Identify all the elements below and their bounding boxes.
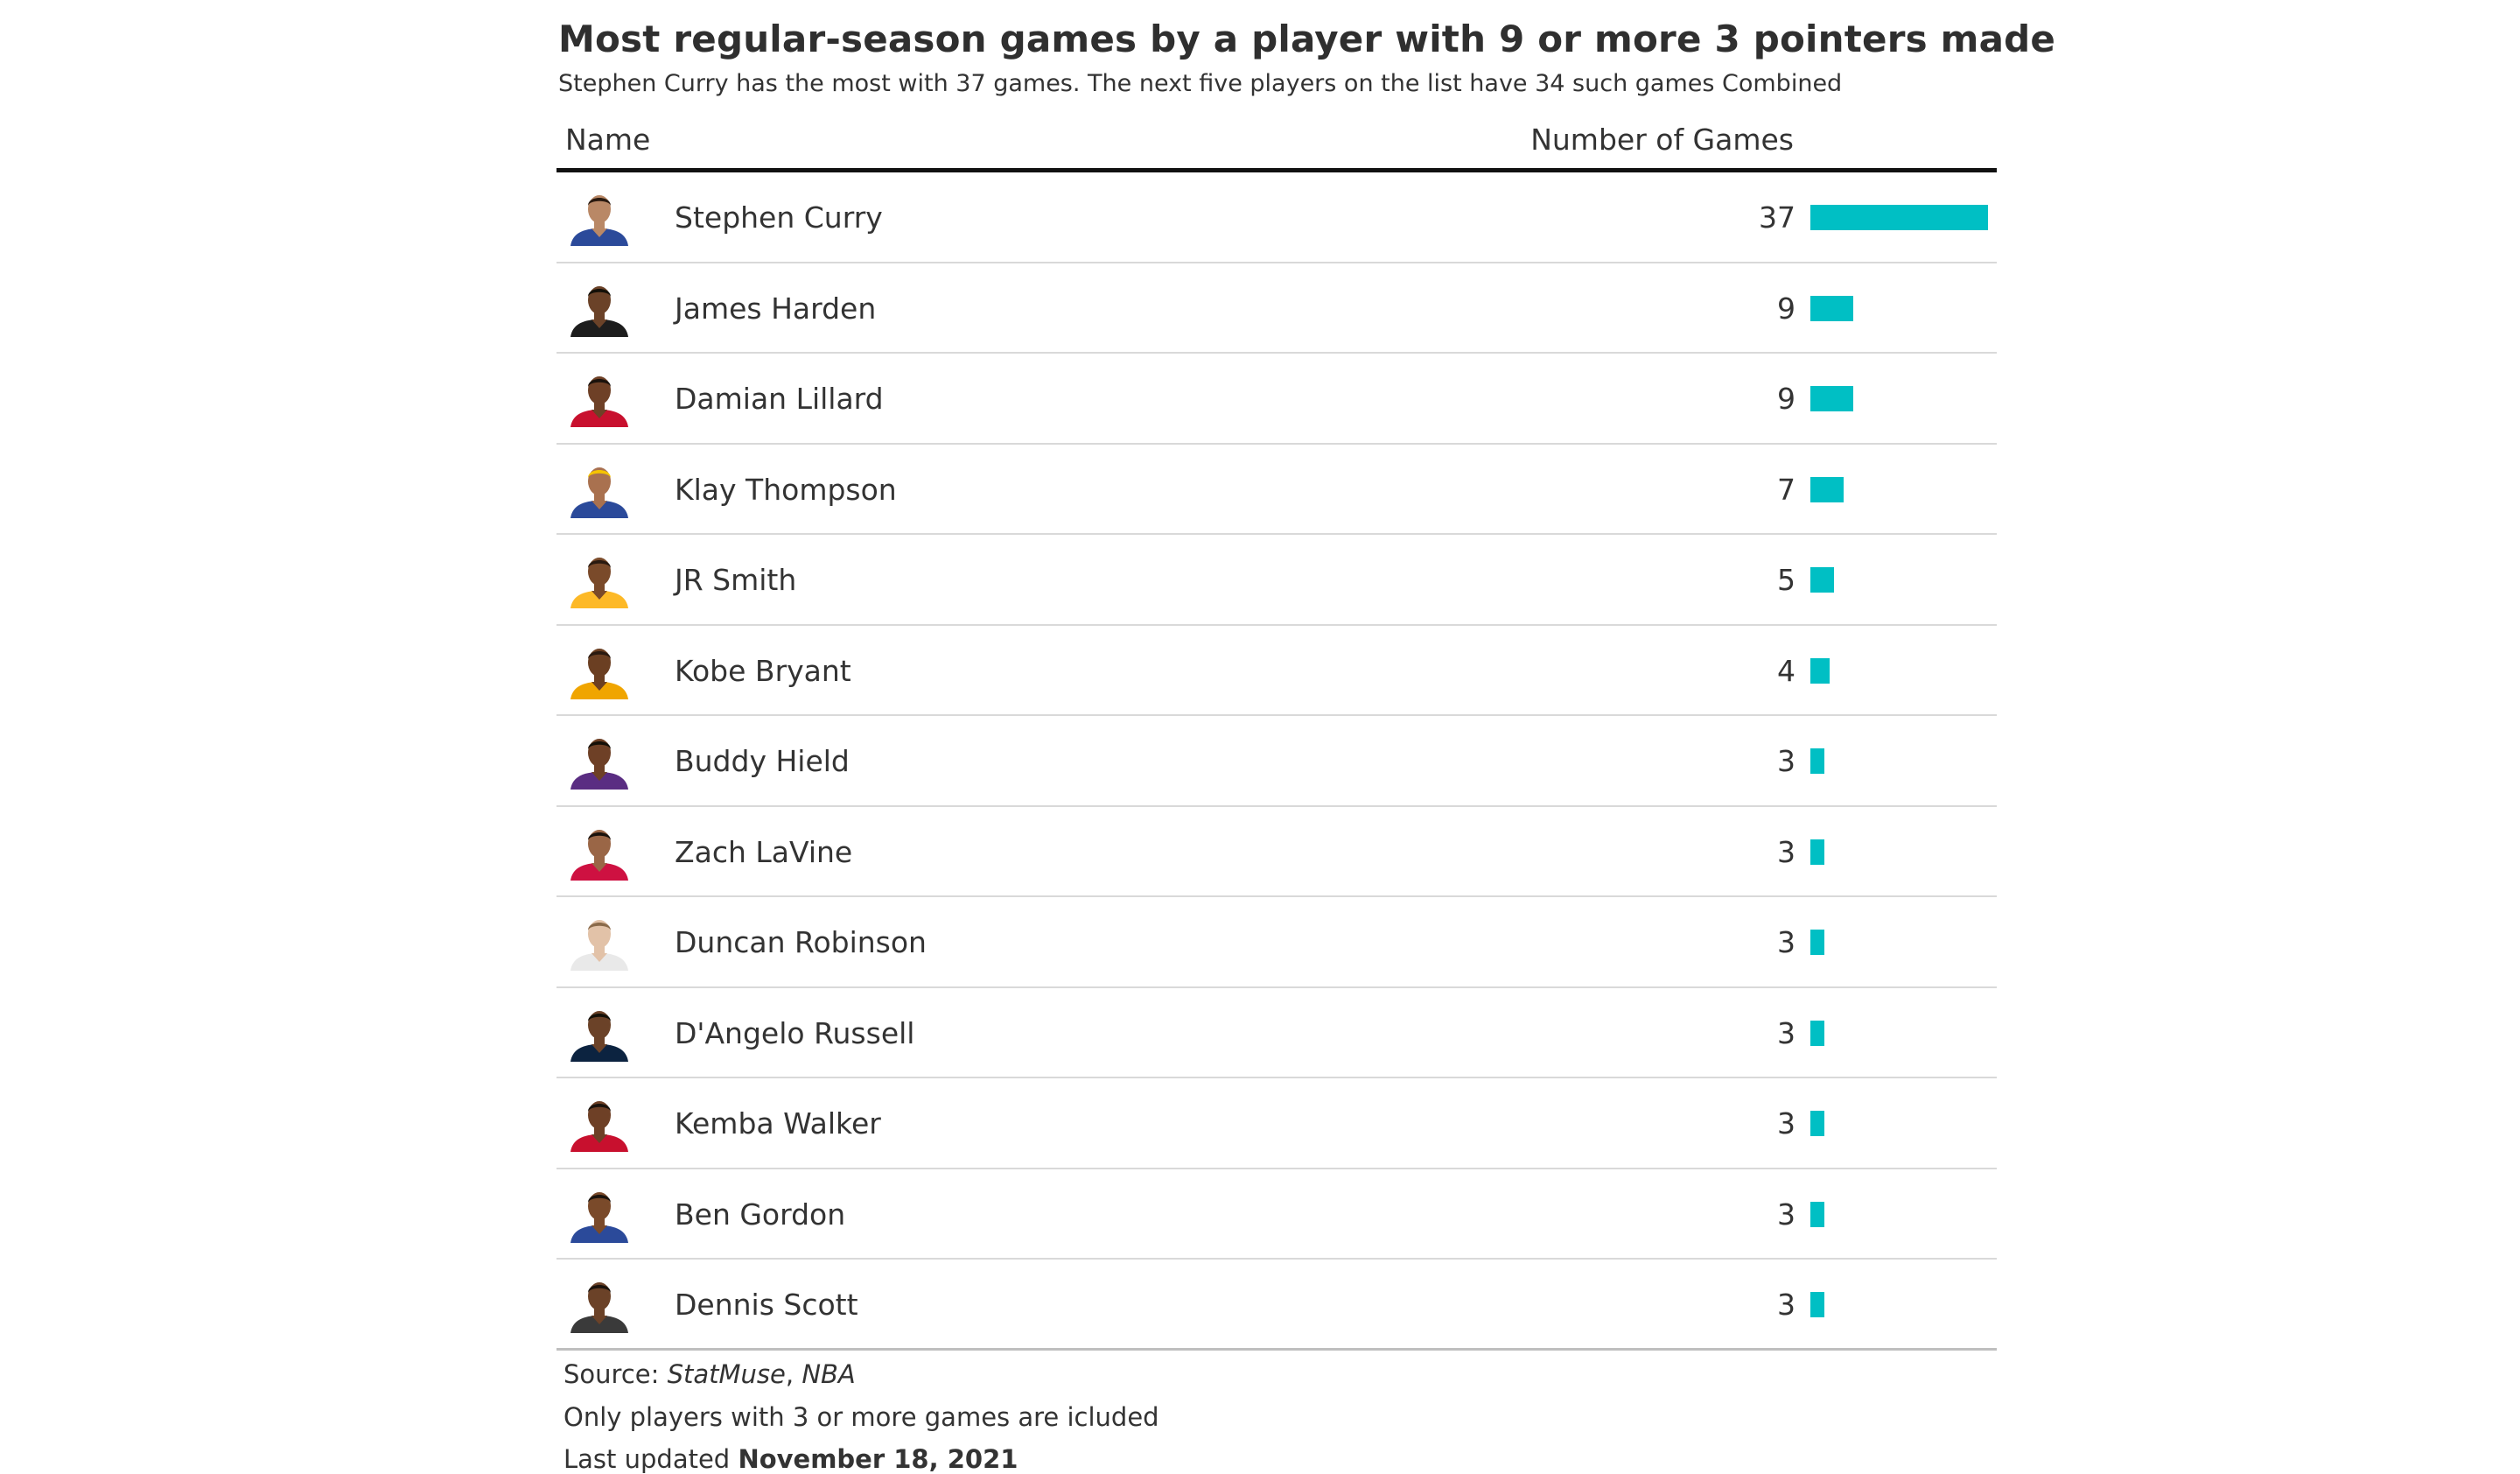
footer-updated: Last updated November 18, 2021: [564, 1444, 1018, 1474]
table-row: Klay Thompson 7: [556, 445, 1997, 535]
player-name: D'Angelo Russell: [675, 1015, 915, 1050]
player-name: Stephen Curry: [675, 200, 883, 235]
player-name: James Harden: [675, 291, 877, 326]
header-rule: [556, 168, 1997, 172]
games-bar: [1810, 567, 1834, 593]
table-row: Dennis Scott 3: [556, 1260, 1997, 1351]
games-bar: [1810, 1292, 1824, 1317]
column-header-name: Name: [565, 123, 651, 157]
source-label: Source:: [564, 1359, 668, 1389]
table-row: Kobe Bryant 4: [556, 626, 1997, 716]
table-row: JR Smith 5: [556, 535, 1997, 626]
source-statmuse: StatMuse: [667, 1359, 786, 1389]
table-row: Stephen Curry 37: [556, 172, 1997, 263]
player-name: Kemba Walker: [675, 1106, 881, 1141]
games-value-label: 37: [1759, 200, 1796, 235]
games-value-label: 9: [1777, 291, 1796, 326]
player-headshot-icon: [567, 369, 632, 427]
source-separator: ,: [785, 1359, 802, 1389]
games-value-label: 9: [1777, 382, 1796, 416]
games-bar: [1810, 386, 1853, 411]
games-bar: [1810, 1201, 1824, 1227]
player-headshot-icon: [567, 1004, 632, 1062]
games-value-label: 4: [1777, 653, 1796, 688]
player-name: JR Smith: [675, 563, 797, 597]
table-row: James Harden 9: [556, 263, 1997, 354]
player-headshot-icon: [567, 1094, 632, 1152]
footer-source: Source: StatMuse, NBA: [564, 1359, 856, 1389]
games-bar: [1810, 295, 1853, 321]
player-headshot-icon: [567, 1275, 632, 1333]
games-bar: [1810, 657, 1830, 684]
player-headshot-icon: [567, 279, 632, 337]
table-row: Zach LaVine 3: [556, 807, 1997, 897]
updated-label: Last updated: [564, 1444, 738, 1474]
column-header-games: Number of Games: [1530, 123, 1794, 157]
player-headshot-icon: [567, 642, 632, 699]
games-value-label: 3: [1777, 834, 1796, 869]
player-headshot-icon: [567, 1185, 632, 1243]
games-bar: [1810, 1111, 1824, 1136]
games-value-label: 7: [1777, 472, 1796, 507]
games-bar: [1810, 839, 1824, 865]
player-headshot-icon: [567, 188, 632, 246]
games-bar: [1810, 930, 1824, 955]
table-row: Damian Lillard 9: [556, 354, 1997, 445]
table-row: D'Angelo Russell 3: [556, 988, 1997, 1078]
table-body: Stephen Curry 37 James Harden 9 Damian Lilla…: [556, 172, 1997, 1351]
player-headshot-icon: [567, 460, 632, 518]
table-row: Ben Gordon 3: [556, 1169, 1997, 1260]
player-headshot-icon: [567, 732, 632, 790]
games-value-label: 3: [1777, 744, 1796, 778]
player-headshot-icon: [567, 551, 632, 608]
games-value-label: 3: [1777, 1197, 1796, 1232]
games-value-label: 3: [1777, 1288, 1796, 1322]
player-name: Duncan Robinson: [675, 925, 927, 959]
chart-subtitle: Stephen Curry has the most with 37 games…: [558, 70, 1843, 97]
player-name: Dennis Scott: [675, 1288, 858, 1322]
games-value-label: 3: [1777, 925, 1796, 959]
player-headshot-icon: [567, 823, 632, 881]
games-bar: [1810, 205, 1988, 230]
updated-date: November 18, 2021: [738, 1444, 1018, 1474]
player-name: Buddy Hield: [675, 744, 850, 778]
games-bar: [1810, 1020, 1824, 1046]
source-nba: NBA: [802, 1359, 856, 1389]
games-bar: [1810, 748, 1824, 774]
footer-note: Only players with 3 or more games are ic…: [564, 1402, 1159, 1432]
chart-title: Most regular-season games by a player wi…: [558, 18, 2056, 60]
player-name: Ben Gordon: [675, 1197, 846, 1232]
player-name: Klay Thompson: [675, 472, 897, 507]
table-row: Buddy Hield 3: [556, 716, 1997, 807]
player-headshot-icon: [567, 913, 632, 971]
games-bar: [1810, 476, 1844, 502]
games-value-label: 5: [1777, 563, 1796, 597]
games-value-label: 3: [1777, 1106, 1796, 1141]
player-name: Kobe Bryant: [675, 653, 851, 688]
games-value-label: 3: [1777, 1015, 1796, 1050]
player-name: Zach LaVine: [675, 834, 853, 869]
player-name: Damian Lillard: [675, 382, 884, 416]
table-row: Kemba Walker 3: [556, 1078, 1997, 1169]
table-row: Duncan Robinson 3: [556, 897, 1997, 988]
